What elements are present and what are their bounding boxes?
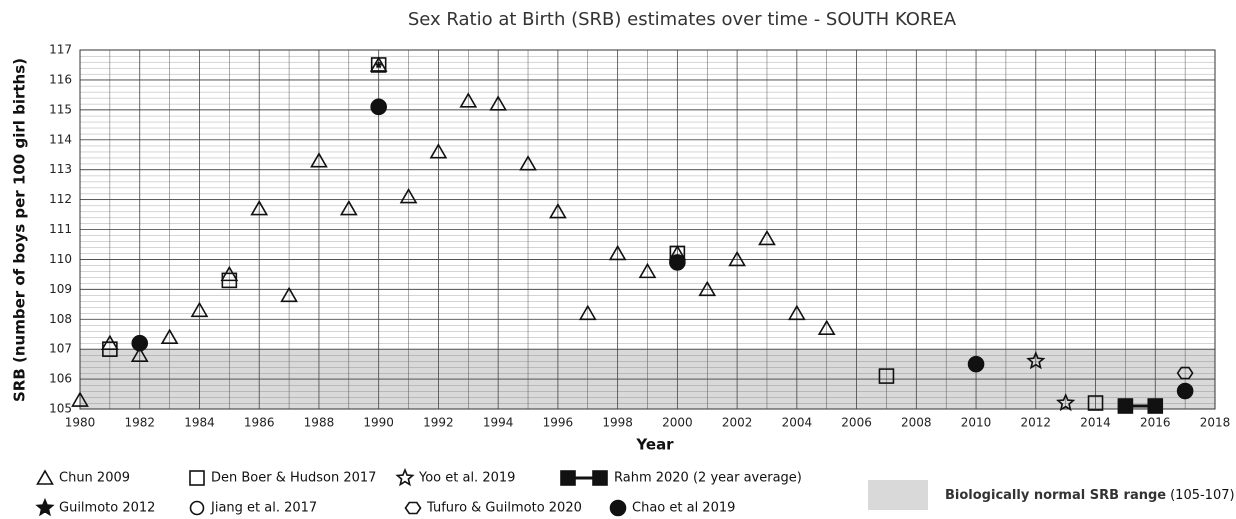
triangle-marker — [459, 92, 478, 108]
square-marker — [592, 470, 608, 486]
y-tick-label: 107 — [49, 342, 72, 356]
x-tick-label: 2010 — [961, 416, 992, 430]
square-marker — [221, 272, 238, 289]
circle-marker — [189, 500, 205, 516]
star-marker — [395, 467, 415, 487]
legend-band-swatch — [868, 480, 928, 510]
x-tick-label: 1982 — [124, 416, 155, 430]
legend-label: Yoo et al. 2019 — [418, 471, 515, 486]
x-tick-label: 2006 — [841, 416, 872, 430]
x-tick-label: 1986 — [244, 416, 275, 430]
triangle-marker — [190, 301, 209, 318]
triangle-marker — [339, 199, 358, 216]
triangle-marker — [638, 262, 657, 279]
x-tick-label: 1980 — [65, 416, 96, 430]
triangle-marker — [36, 469, 54, 485]
y-tick-label: 113 — [49, 162, 72, 176]
legend-label: Biologically normal SRB range (105-107) — [945, 488, 1235, 503]
triangle-marker — [489, 95, 508, 111]
hexagon-marker — [404, 501, 422, 515]
triangle-marker — [429, 143, 448, 159]
x-tick-label: 2016 — [1140, 416, 1171, 430]
legend-band-label: Biologically normal SRB range — [945, 488, 1166, 503]
y-tick-label: 114 — [49, 132, 72, 146]
square-marker — [878, 368, 895, 384]
y-tick-label: 111 — [49, 222, 72, 236]
legend-label: Den Boer & Hudson 2017 — [211, 471, 376, 486]
y-tick-label: 108 — [49, 312, 72, 326]
triangle-marker — [728, 250, 746, 267]
y-axis-title: SRB (number of boys per 100 girl births) — [11, 58, 29, 402]
y-tick-label: 115 — [49, 102, 72, 116]
circle-marker — [967, 355, 985, 373]
square-marker — [189, 470, 205, 486]
triangle-marker — [578, 304, 597, 321]
legend-label: Jiang et al. 2017 — [210, 501, 317, 516]
x-tick-label: 1988 — [304, 416, 335, 430]
triangle-marker — [130, 346, 149, 362]
triangle-marker — [399, 187, 418, 204]
star-marker — [1026, 350, 1046, 370]
circle-marker — [669, 254, 686, 271]
plot-frame — [79, 49, 1216, 410]
legend-label: Tufuro & Guilmoto 2020 — [426, 501, 582, 516]
x-tick-label: 1994 — [483, 416, 514, 430]
x-tick-label: 2012 — [1021, 416, 1052, 430]
x-axis-title: Year — [635, 436, 674, 454]
circle-marker — [1176, 382, 1194, 400]
triangle-marker — [310, 152, 328, 168]
triangle-marker — [519, 155, 537, 171]
x-tick-label: 2000 — [662, 416, 693, 430]
circle-marker — [131, 334, 149, 352]
triangle-marker — [250, 199, 269, 216]
triangle-marker — [787, 304, 806, 321]
circle-marker — [370, 98, 387, 116]
x-tick-label: 2004 — [782, 416, 813, 430]
triangle-marker — [160, 328, 179, 344]
circle-marker — [375, 62, 382, 68]
star-marker — [1056, 392, 1076, 412]
x-tick-label: 2018 — [1200, 416, 1231, 430]
square-marker — [102, 341, 118, 357]
star-marker — [35, 497, 55, 517]
square-marker — [1117, 398, 1134, 414]
triangle-marker — [758, 229, 776, 246]
chart-title: Sex Ratio at Birth (SRB) estimates over … — [408, 9, 957, 30]
x-tick-label: 1996 — [543, 416, 574, 430]
legend-label: Chao et al 2019 — [632, 501, 735, 516]
hexagon-marker — [1176, 366, 1194, 380]
x-tick-label: 1992 — [423, 416, 454, 430]
triangle-marker — [698, 280, 717, 297]
legend-label: Guilmoto 2012 — [59, 501, 155, 516]
x-tick-label: 2014 — [1080, 416, 1111, 430]
y-tick-label: 105 — [49, 402, 72, 416]
square-marker — [1147, 398, 1164, 414]
y-tick-label: 106 — [49, 372, 72, 386]
triangle-marker — [71, 391, 89, 407]
legend-label: Chun 2009 — [59, 471, 130, 486]
triangle-marker — [608, 244, 627, 261]
triangle-marker — [549, 202, 567, 219]
legend-band-note: (105-107) — [1170, 488, 1234, 503]
x-tick-label: 2008 — [901, 416, 932, 430]
square-marker — [370, 57, 387, 73]
y-tick-label: 109 — [49, 282, 72, 296]
x-tick-label: 1984 — [184, 416, 215, 430]
x-tick-label: 2002 — [722, 416, 753, 430]
square-marker — [560, 470, 576, 486]
y-tick-label: 116 — [49, 72, 72, 86]
circle-marker — [609, 499, 627, 517]
x-tick-label: 1990 — [363, 416, 394, 430]
y-tick-label: 112 — [49, 192, 72, 206]
legend-label: Rahm 2020 (2 year average) — [614, 471, 802, 486]
triangle-marker — [817, 319, 836, 336]
x-tick-label: 1998 — [602, 416, 633, 430]
triangle-marker — [280, 286, 298, 303]
y-tick-label: 117 — [49, 43, 72, 57]
triangle-marker — [369, 56, 388, 72]
square-marker — [1087, 395, 1104, 411]
y-tick-label: 110 — [49, 252, 72, 266]
